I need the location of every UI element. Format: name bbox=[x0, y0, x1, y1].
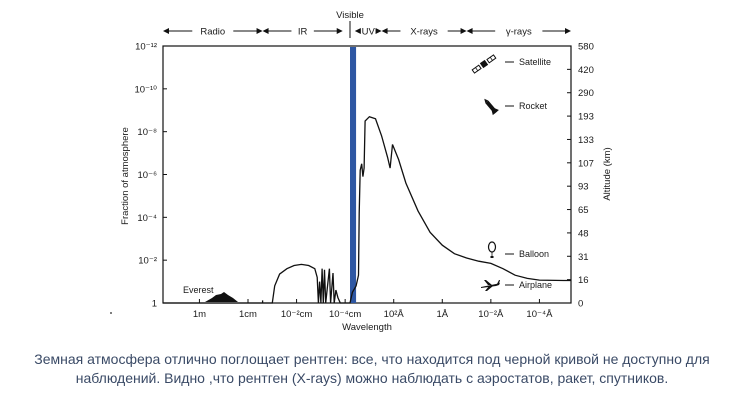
y-tick-label: 10⁻⁶ bbox=[138, 170, 158, 181]
x-tick-label: 10⁻⁴Å bbox=[526, 309, 553, 320]
everest-mountain bbox=[205, 292, 238, 302]
altitude-tick-label: 290 bbox=[578, 88, 594, 99]
arrowhead bbox=[460, 28, 467, 34]
band-label: IR bbox=[298, 27, 308, 38]
rocket-icon bbox=[484, 98, 499, 116]
altitude-tick-label: 16 bbox=[578, 275, 589, 286]
satellite-icon bbox=[471, 54, 497, 74]
arrowhead bbox=[336, 28, 343, 34]
altitude-tick-label: 580 bbox=[578, 42, 594, 53]
x-tick-label: 10⁻⁴cm bbox=[329, 309, 361, 320]
band-label: γ-rays bbox=[506, 27, 532, 38]
arrowhead bbox=[256, 28, 263, 34]
y-tick-label: 10⁻⁴ bbox=[137, 213, 157, 224]
visible-label: Visible bbox=[336, 10, 364, 21]
vehicle-airplane: Airplane bbox=[481, 280, 552, 291]
vehicle-rocket: Rocket bbox=[484, 98, 548, 116]
x-tick-label: 10⁻²cm bbox=[281, 309, 312, 320]
visible-band bbox=[350, 47, 357, 303]
x-tick-label: 1m bbox=[193, 309, 206, 320]
band-4: X-rays bbox=[381, 27, 467, 38]
airplane-icon bbox=[481, 280, 500, 291]
stray-dot bbox=[110, 312, 112, 314]
x-tick-label: 1Å bbox=[436, 309, 448, 320]
caption-line-2: наблюдений. Видно ,что рентген (X-rays) … bbox=[75, 370, 669, 386]
y-tick-label: 10⁻¹⁰ bbox=[134, 84, 157, 95]
y-tick-label: 10⁻² bbox=[138, 256, 157, 267]
vehicle-label-airplane: Airplane bbox=[519, 280, 552, 290]
band-1: Radio bbox=[163, 27, 263, 38]
arrowhead bbox=[354, 28, 361, 34]
atmosphere-absorption-chart: Everest Visible Wavelength Fraction of a… bbox=[110, 10, 613, 333]
band-label: X-rays bbox=[410, 27, 438, 38]
band-label: UV bbox=[362, 27, 376, 38]
caption-line-1: Земная атмосфера отлично поглощает рентг… bbox=[34, 351, 710, 367]
vehicle-satellite: Satellite bbox=[471, 54, 551, 74]
y-axis-title: Fraction of atmosphere bbox=[120, 127, 131, 225]
altitude-tick-label: 48 bbox=[578, 228, 589, 239]
arrowhead bbox=[381, 28, 388, 34]
everest-label: Everest bbox=[183, 285, 214, 295]
altitude-tick-label: 93 bbox=[578, 182, 589, 193]
y-tick-label: 1 bbox=[152, 299, 157, 310]
plot-frame bbox=[162, 45, 572, 304]
y-tick-label: 10⁻⁸ bbox=[137, 127, 157, 138]
altitude-tick-label: 0 bbox=[578, 299, 583, 310]
x-axis-title: Wavelength bbox=[342, 322, 392, 333]
absorption-curve bbox=[163, 115, 571, 304]
vehicle-label-rocket: Rocket bbox=[519, 101, 548, 111]
altitude-tick-label: 133 bbox=[578, 135, 594, 146]
y-tick-label: 10⁻¹² bbox=[135, 42, 157, 53]
band-5: γ-rays bbox=[466, 27, 571, 38]
right-axis-title: Altitude (km) bbox=[602, 147, 613, 200]
band-label: Radio bbox=[200, 27, 225, 38]
vehicle-label-satellite: Satellite bbox=[519, 57, 551, 67]
caption: Земная атмосфера отлично поглощает рентг… bbox=[0, 350, 744, 388]
altitude-tick-label: 31 bbox=[578, 252, 589, 263]
altitude-tick-label: 193 bbox=[578, 112, 594, 123]
altitude-tick-label: 107 bbox=[578, 158, 594, 169]
arrowhead bbox=[565, 28, 571, 34]
vehicle-label-balloon: Balloon bbox=[519, 249, 549, 259]
altitude-tick-label: 65 bbox=[578, 205, 589, 216]
band-3: UV bbox=[354, 27, 382, 38]
balloon-icon bbox=[487, 241, 497, 258]
arrowhead bbox=[163, 28, 169, 34]
vehicle-balloon: Balloon bbox=[487, 241, 549, 259]
arrowhead bbox=[262, 28, 269, 34]
x-tick-label: 10²Å bbox=[384, 309, 405, 320]
x-tick-label: 1cm bbox=[239, 309, 257, 320]
band-2: IR bbox=[262, 27, 343, 38]
arrowhead bbox=[375, 28, 382, 34]
x-tick-label: 10⁻²Å bbox=[478, 309, 504, 320]
altitude-tick-label: 420 bbox=[578, 65, 594, 76]
arrowhead bbox=[466, 28, 473, 34]
